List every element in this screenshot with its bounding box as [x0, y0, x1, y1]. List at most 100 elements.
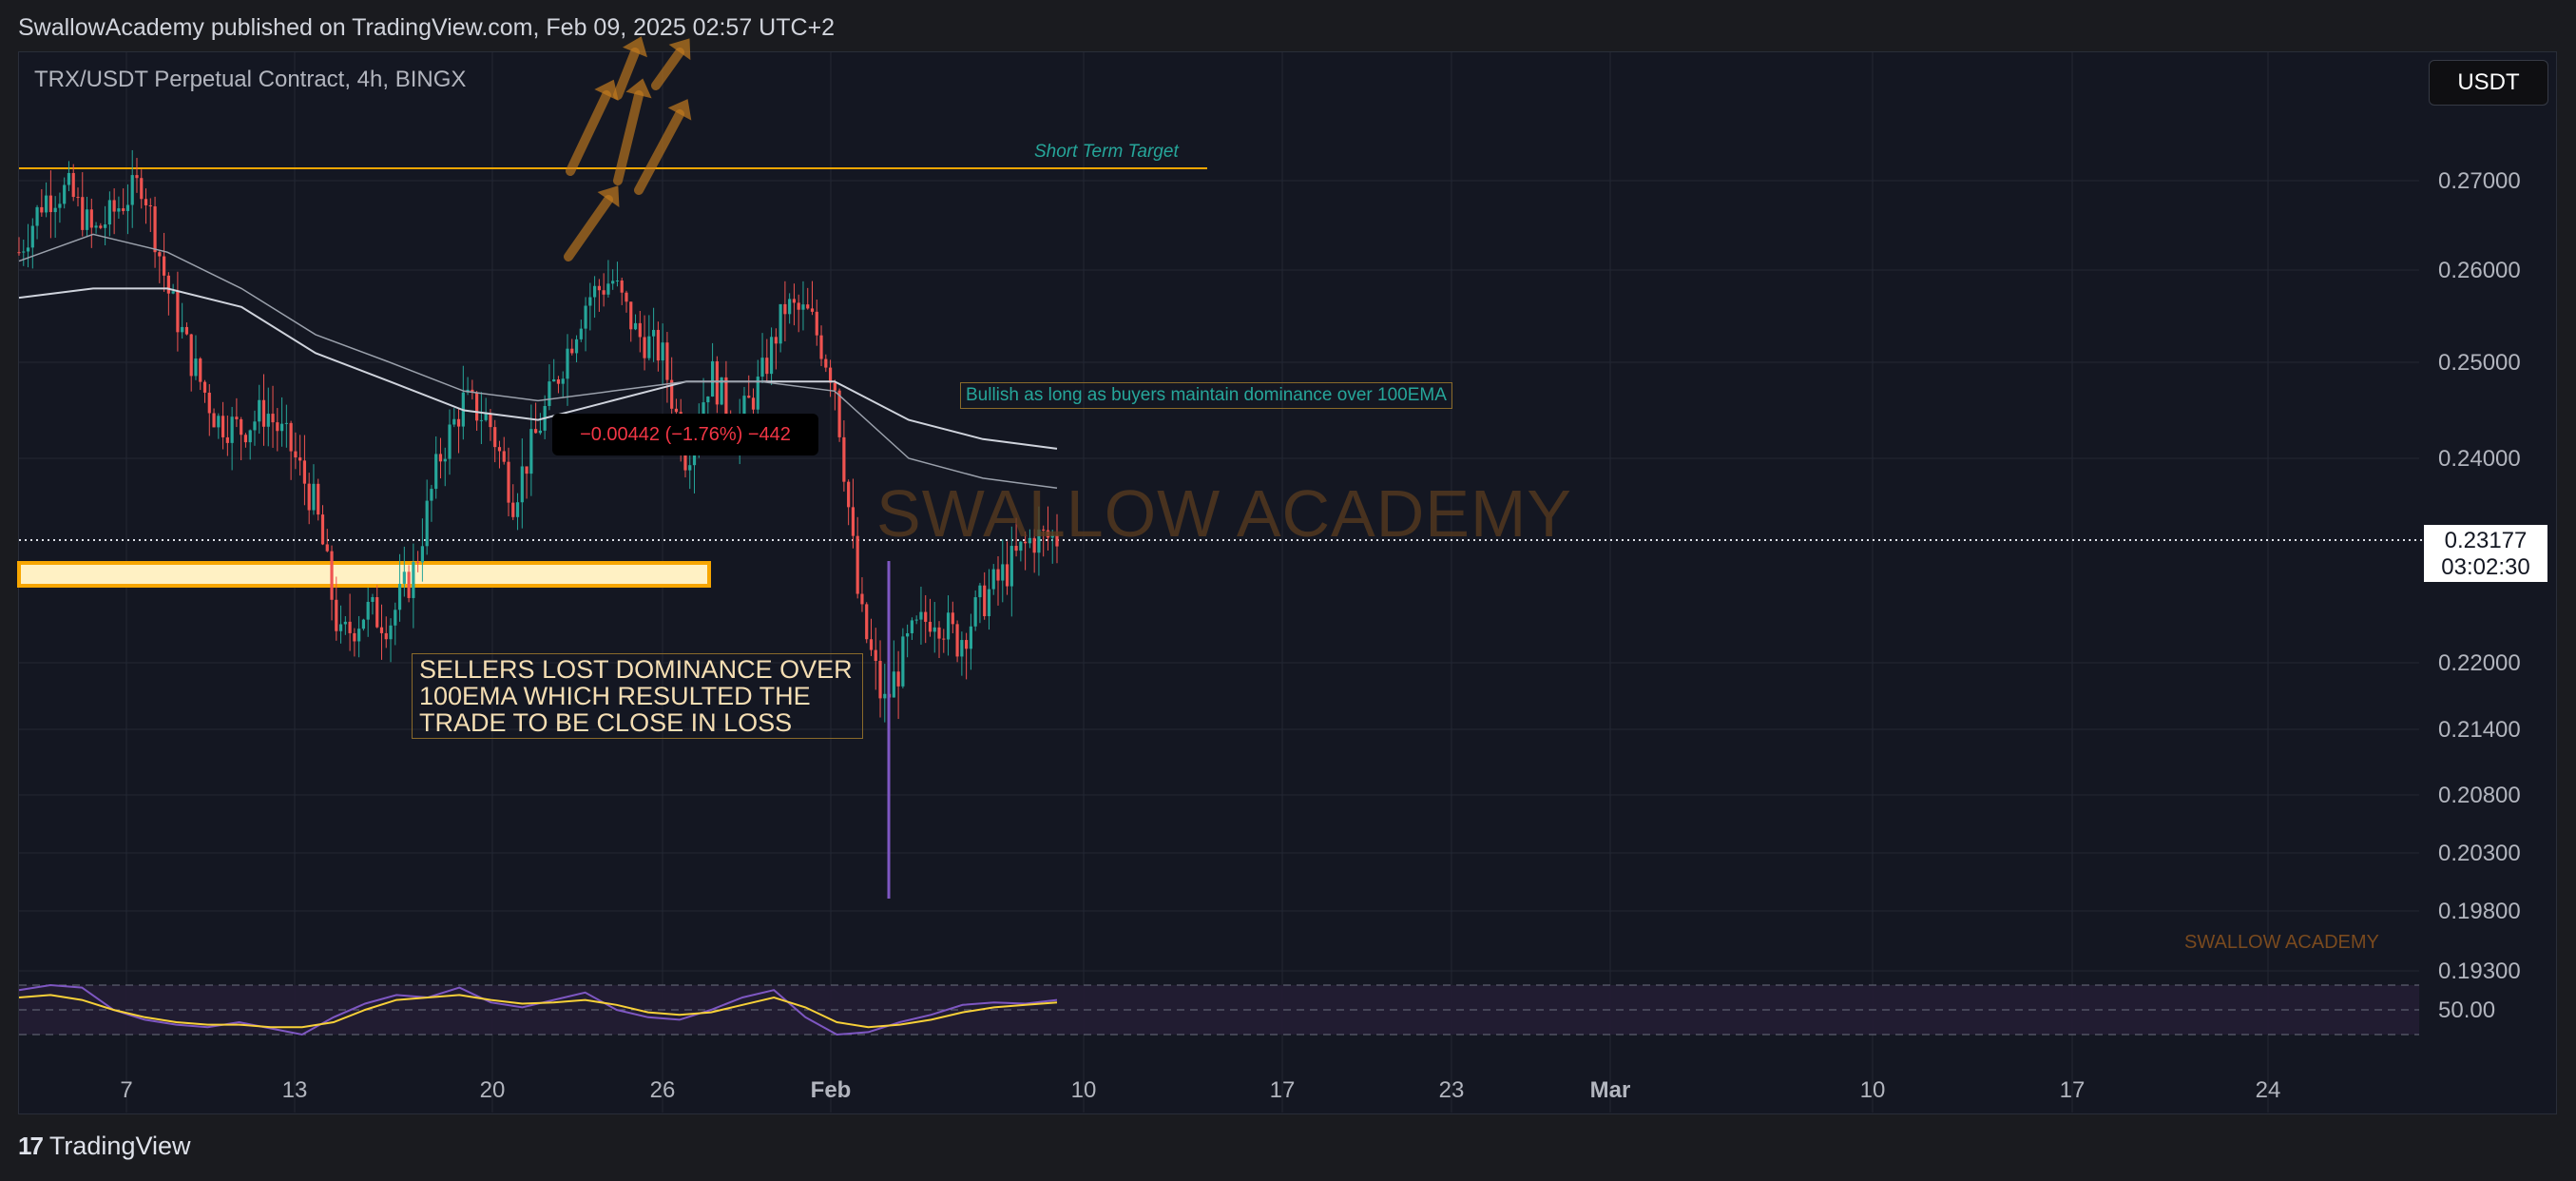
candle-body [430, 489, 433, 501]
candle-body [991, 569, 995, 590]
candle-body [397, 583, 402, 610]
candle-body [85, 209, 89, 230]
candle-body [425, 500, 429, 547]
candle-body [874, 649, 877, 662]
candle-body [806, 304, 810, 309]
candle-body [166, 275, 170, 294]
candle-body [452, 418, 456, 425]
candle-body [742, 396, 746, 419]
candle-body [89, 209, 93, 228]
candle-body [688, 465, 692, 471]
candle-body [1005, 564, 1009, 587]
candle-body [361, 619, 366, 629]
candle-body [574, 339, 579, 354]
candle-body [552, 378, 556, 382]
candle-body [715, 360, 719, 405]
candle-body [548, 381, 551, 406]
candle-body [756, 377, 759, 410]
candle-body [593, 285, 597, 298]
time-tick-label: Mar [1590, 1077, 1631, 1103]
candle-body [1037, 529, 1041, 553]
candle-body [620, 281, 624, 293]
candle-body [1042, 529, 1046, 531]
candle-body [171, 291, 175, 294]
candle-body [330, 551, 334, 600]
time-tick-label: 23 [1439, 1077, 1465, 1103]
time-axis[interactable]: 7 13 20 26 Feb 10 17 23 Mar 10 17 24 [120, 1077, 2280, 1103]
candle-body [951, 612, 954, 625]
candle-body [407, 571, 411, 598]
candle-body [815, 311, 818, 336]
candle-body [987, 589, 991, 616]
arrow-head-icon [594, 79, 619, 102]
symbol-title[interactable]: TRX/USDT Perpetual Contract, 4h, BINGX [34, 67, 467, 92]
candle-body [665, 342, 669, 380]
candle-body [797, 302, 800, 310]
candle-body [289, 422, 293, 452]
candle-body [338, 624, 343, 631]
candle-body [176, 291, 180, 333]
currency-button[interactable]: USDT [2429, 60, 2548, 106]
candle-body [960, 640, 964, 657]
time-tick-label: 24 [2256, 1077, 2281, 1103]
candle-body [643, 337, 646, 358]
candle-body [348, 621, 352, 633]
candle-body [878, 661, 882, 699]
candle-body [525, 466, 529, 474]
candle-body [656, 329, 660, 361]
arrow-shaft [566, 90, 611, 176]
candle-body [104, 224, 107, 228]
candle-body [71, 172, 75, 198]
current-price-tag: 0.23177 03:02:30 [2424, 525, 2547, 582]
candle-body [1028, 537, 1031, 544]
candle-body [475, 392, 479, 421]
candle-body [276, 422, 279, 432]
candle-body [181, 326, 184, 333]
candle-body [842, 436, 846, 482]
candle-body [611, 281, 615, 284]
candle-body [94, 225, 98, 228]
candle-body [597, 285, 601, 291]
candle-body [284, 422, 288, 424]
candle-body [1014, 546, 1018, 552]
price-tick-label: 0.20300 [2438, 841, 2521, 866]
candle-body [394, 610, 397, 626]
candle-body [1009, 546, 1013, 587]
candle-body [158, 252, 162, 257]
candle-body [1032, 537, 1036, 553]
watermark-small: SWALLOW ACADEMY [2184, 932, 2379, 953]
candle-body [538, 430, 542, 434]
candle-body [910, 620, 914, 633]
candle-body [896, 671, 900, 687]
candle-body [162, 256, 166, 276]
ema-100-line [18, 287, 1058, 450]
tradingview-logo-icon: 17 [18, 1132, 44, 1160]
candle-body [702, 402, 705, 425]
candle-body [855, 535, 859, 594]
price-axis[interactable]: 0.27000 0.26000 0.25000 0.24000 0.22000 0.214… [2438, 168, 2521, 984]
candle-body [520, 466, 524, 503]
candle-body [819, 335, 823, 359]
candle-body [588, 297, 592, 306]
candle-body [22, 251, 26, 253]
candle-body [375, 597, 379, 628]
arrow-shaft [564, 195, 613, 261]
candle-body [497, 447, 502, 452]
arrow-head-icon [667, 99, 692, 121]
arrow-head-icon [623, 36, 647, 58]
candle-body [343, 621, 347, 625]
short-term-target-label: Short Term Target [1034, 142, 1179, 162]
candle-body [946, 612, 951, 640]
candle-body [320, 514, 325, 545]
candle-body [253, 421, 257, 431]
candle-body [1046, 530, 1050, 538]
candle-body [906, 632, 910, 637]
candle-body [58, 203, 62, 208]
time-tick-label: 7 [120, 1077, 132, 1103]
footer[interactable]: 17 TradingView [18, 1132, 191, 1161]
candle-body [379, 627, 384, 633]
rsi-level-label: 50.00 [2438, 997, 2495, 1023]
candle-body [67, 172, 71, 185]
candle-body [434, 454, 438, 490]
